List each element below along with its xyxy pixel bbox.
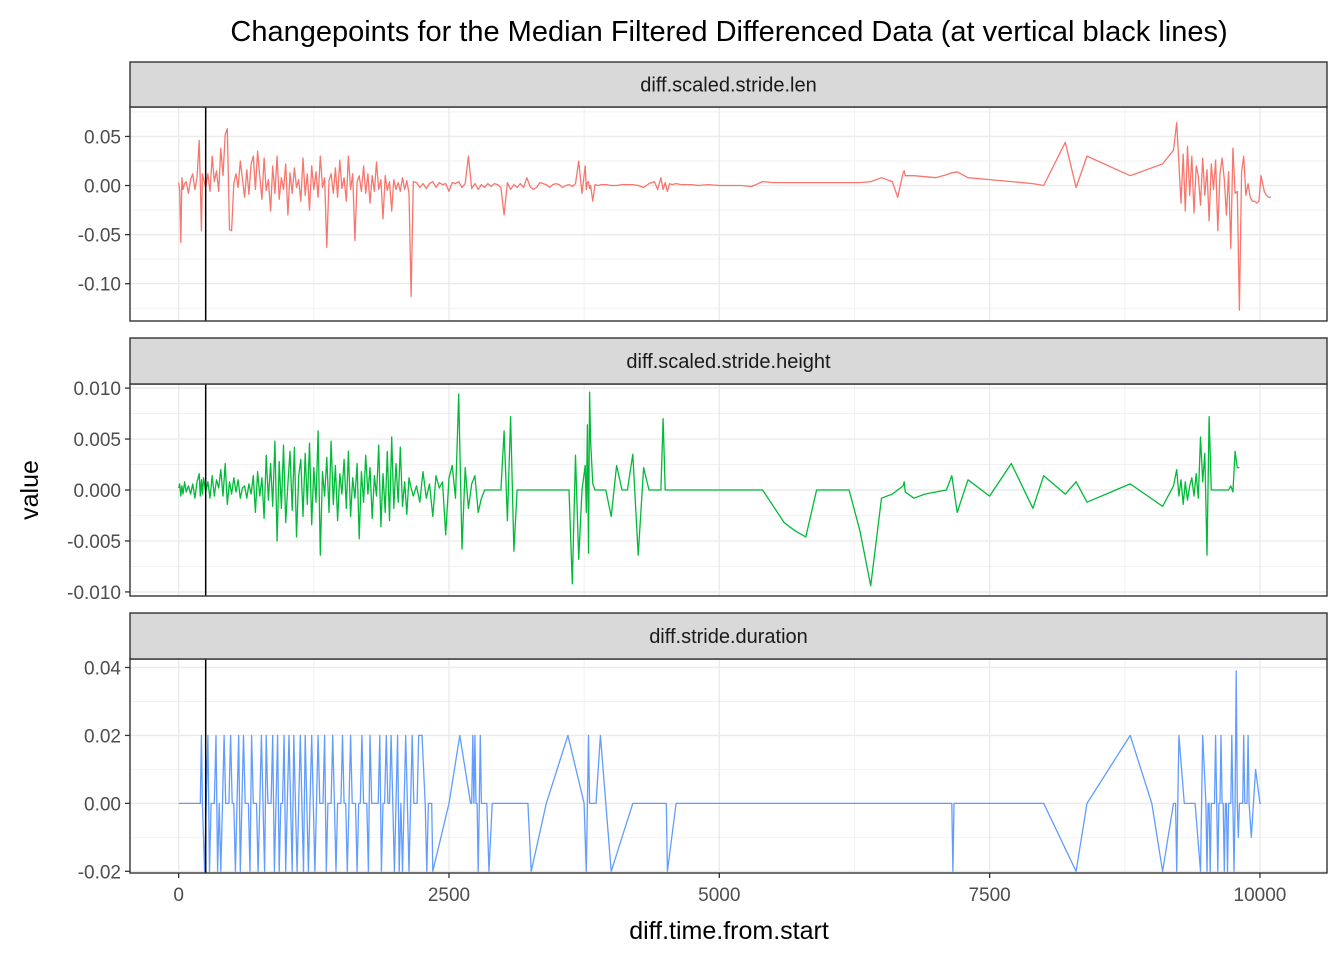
y-tick-label: 0.00: [84, 177, 121, 198]
x-tick-label: 5000: [698, 885, 740, 906]
facet-strip-label: diff.stride.duration: [649, 626, 808, 648]
facet-panel: diff.scaled.stride.len -0.10 -0.05 0.00 0.05: [78, 61, 1328, 322]
facet-panel: diff.stride.duration -0.02 0.00 0.02 0.04: [78, 612, 1328, 883]
facets-layer: diff.scaled.stride.len -0.10 -0.05 0.00 0.05…: [67, 61, 1328, 883]
x-axis: 0 2500 5000 7500 10000: [173, 873, 1286, 906]
facet-strip: [129, 612, 1328, 660]
series-line-diff.scaled.stride.height: [178, 391, 1240, 587]
facet-panel: diff.scaled.stride.height -0.010 -0.005 0.0…: [67, 337, 1328, 604]
y-tick-label: 0.000: [73, 481, 121, 502]
y-axis-title: value: [16, 460, 44, 520]
series-line-diff.scaled.stride.len: [178, 122, 1271, 311]
y-tick-label: -0.05: [78, 226, 121, 247]
x-tick-label: 2500: [428, 885, 470, 906]
x-tick-label: 0: [173, 885, 184, 906]
y-tick-label: -0.005: [67, 532, 121, 553]
x-tick-label: 7500: [968, 885, 1010, 906]
panel-background: [130, 107, 1327, 321]
facet-strip-label: diff.scaled.stride.height: [626, 351, 831, 373]
series-line-diff.stride.duration: [178, 670, 1261, 872]
y-tick-label: 0.00: [84, 794, 121, 815]
y-tick-label: -0.010: [67, 583, 121, 604]
facet-strip: [129, 337, 1328, 385]
y-tick-label: 0.04: [84, 658, 121, 679]
x-tick-label: 10000: [1234, 885, 1287, 906]
y-tick-label: 0.02: [84, 726, 121, 747]
x-axis-title: diff.time.from.start: [629, 917, 829, 945]
y-tick-label: -0.02: [78, 862, 121, 883]
y-tick-label: 0.05: [84, 127, 121, 148]
y-tick-label: 0.005: [73, 430, 121, 451]
y-tick-label: 0.010: [73, 379, 121, 400]
y-tick-label: -0.10: [78, 275, 121, 296]
facet-strip-label: diff.scaled.stride.len: [640, 75, 816, 97]
facet-strip: [129, 61, 1328, 108]
chart-title: Changepoints for the Median Filtered Dif…: [230, 16, 1227, 48]
